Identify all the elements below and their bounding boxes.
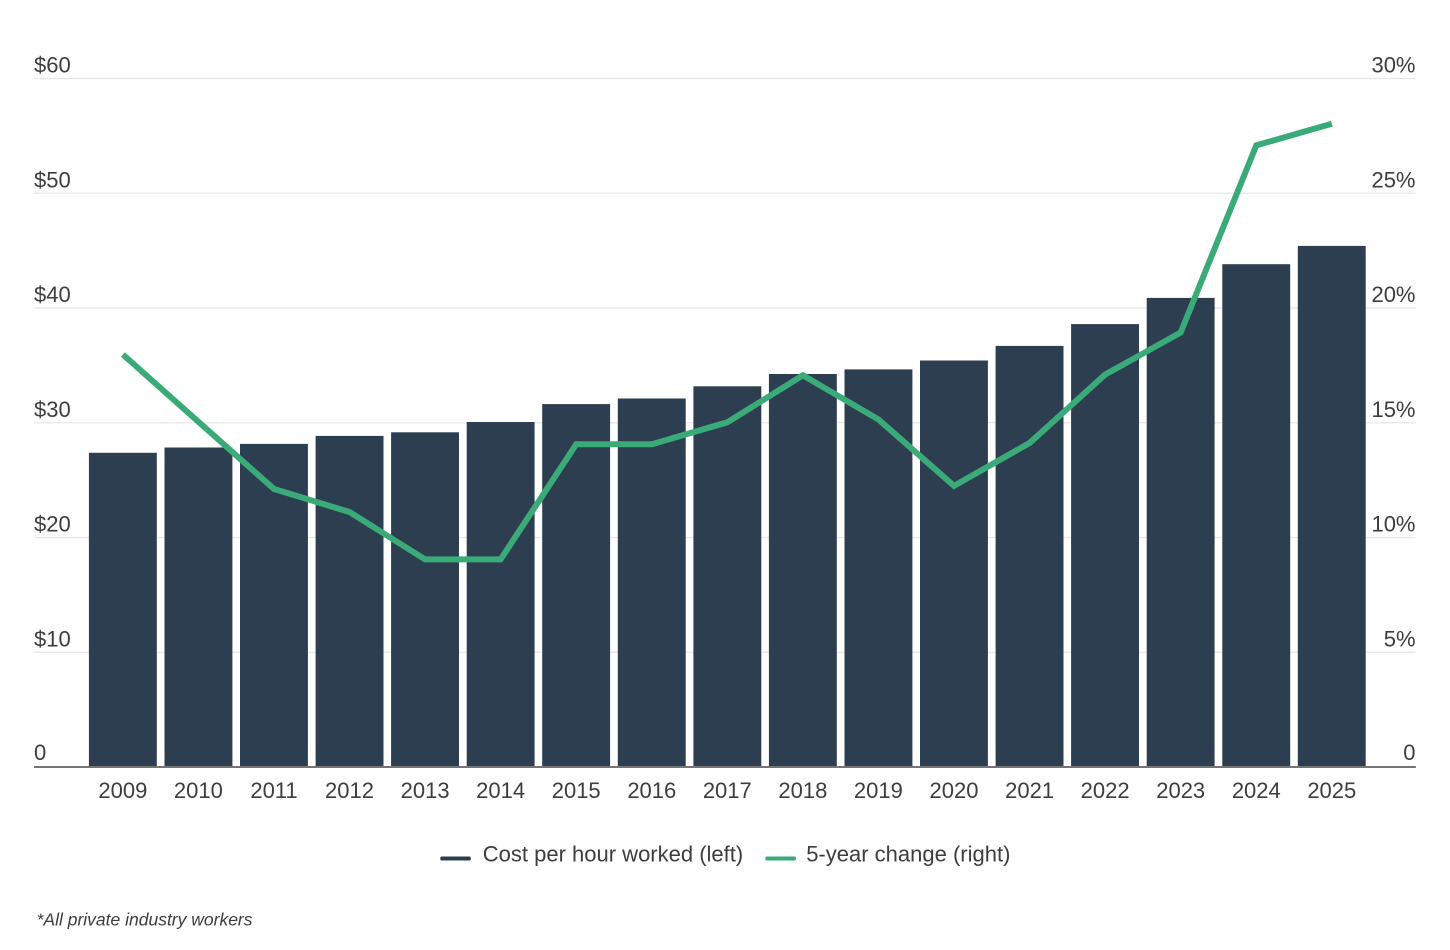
svg-text:5-year change (right): 5-year change (right)	[806, 842, 1010, 867]
svg-text:0: 0	[34, 740, 46, 765]
svg-text:2011: 2011	[250, 778, 297, 803]
svg-text:2013: 2013	[401, 778, 450, 803]
svg-text:2016: 2016	[627, 778, 676, 803]
svg-text:15%: 15%	[1371, 397, 1415, 422]
svg-text:10%: 10%	[1371, 512, 1415, 537]
svg-text:Cost per hour worked (left): Cost per hour worked (left)	[483, 842, 743, 867]
svg-text:20%: 20%	[1371, 282, 1415, 307]
svg-text:2019: 2019	[854, 778, 903, 803]
svg-text:2015: 2015	[552, 778, 601, 803]
svg-text:2017: 2017	[703, 778, 752, 803]
svg-text:2023: 2023	[1156, 778, 1205, 803]
svg-text:30%: 30%	[1371, 53, 1415, 78]
svg-text:$20: $20	[34, 512, 71, 537]
svg-text:$50: $50	[34, 167, 71, 192]
svg-text:5%: 5%	[1384, 626, 1416, 651]
svg-text:$40: $40	[34, 282, 71, 307]
svg-text:$60: $60	[34, 53, 71, 78]
svg-text:2020: 2020	[930, 778, 979, 803]
svg-text:2014: 2014	[476, 778, 525, 803]
svg-text:2024: 2024	[1232, 778, 1281, 803]
svg-text:2018: 2018	[778, 778, 827, 803]
svg-text:2010: 2010	[174, 778, 223, 803]
svg-text:0: 0	[1403, 740, 1415, 765]
svg-text:2012: 2012	[325, 778, 374, 803]
svg-text:$10: $10	[34, 626, 71, 651]
svg-text:$30: $30	[34, 397, 71, 422]
svg-text:2009: 2009	[98, 778, 147, 803]
svg-text:*All private industry workers: *All private industry workers	[37, 910, 253, 930]
svg-text:25%: 25%	[1371, 167, 1415, 192]
svg-text:2022: 2022	[1081, 778, 1130, 803]
svg-text:2025: 2025	[1307, 778, 1356, 803]
svg-text:2021: 2021	[1005, 778, 1054, 803]
